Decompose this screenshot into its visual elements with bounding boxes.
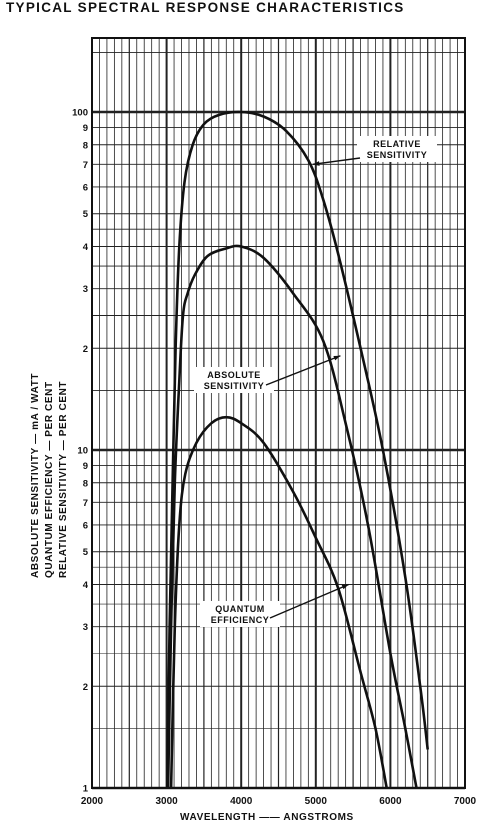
- x-tick-label: 2000: [81, 796, 104, 807]
- relative-sensitivity-curve: [166, 110, 429, 788]
- x-axis-label: WAVELENGTH —— ANGSTROMS: [180, 812, 354, 823]
- y-tick-label: 6: [83, 182, 88, 193]
- y-tick-label: 4: [83, 242, 89, 253]
- quantum-efficiency-curve: [169, 415, 388, 788]
- relative-sensitivity-label-leader: [312, 157, 361, 166]
- x-tick-label: 4000: [230, 796, 253, 807]
- y-tick-label: 9: [83, 123, 88, 134]
- y-tick-label: 1: [83, 784, 89, 795]
- relative-sensitivity-label-line: SENSITIVITY: [367, 150, 428, 160]
- plot-frame: [91, 37, 466, 789]
- y-tick-label: 4: [83, 580, 89, 591]
- y-tick-label: 7: [83, 498, 88, 509]
- x-tick-label: 5000: [305, 796, 328, 807]
- relative-sensitivity-label-line: RELATIVE: [373, 139, 421, 149]
- absolute-sensitivity-label-background: [194, 367, 274, 393]
- relative-sensitivity-label-arrowhead: [312, 161, 320, 166]
- x-tick-label: 6000: [379, 796, 402, 807]
- y-tick-label: 6: [83, 520, 88, 531]
- relative-sensitivity-label-background: [357, 136, 437, 162]
- y-tick-label: 2: [83, 682, 88, 693]
- quantum-efficiency-label-line: QUANTUM: [215, 604, 265, 614]
- y-tick-label: 3: [83, 284, 88, 295]
- x-tick-label: 7000: [454, 796, 477, 807]
- quantum-efficiency-label-arrowhead: [341, 584, 349, 590]
- y-tick-label: 8: [83, 478, 88, 489]
- quantum-efficiency-label-line: EFFICIENCY: [211, 615, 270, 625]
- quantum-efficiency-label-background: [200, 601, 280, 627]
- y-tick-label: 3: [83, 622, 88, 633]
- y-tick-label: 2: [83, 344, 88, 355]
- y-tick-label: 100: [72, 108, 88, 119]
- absolute-sensitivity-label-arrowhead: [333, 355, 341, 361]
- chart-title: TYPICAL SPECTRAL RESPONSE CHARACTERISTIC…: [6, 0, 405, 15]
- absolute-sensitivity-label-leader: [265, 355, 341, 386]
- absolute-sensitivity-label-line: SENSITIVITY: [204, 381, 265, 391]
- y-tick-label: 9: [83, 461, 88, 472]
- x-tick-label: 3000: [155, 796, 178, 807]
- absolute-sensitivity-label-line: ABSOLUTE: [207, 370, 261, 380]
- y-tick-label: 5: [83, 547, 89, 558]
- quantum-efficiency-label-leader: [269, 583, 349, 619]
- absolute-sensitivity-curve: [166, 244, 418, 788]
- y-tick-label: 5: [83, 209, 89, 220]
- y-tick-label: 8: [83, 140, 88, 151]
- y-tick-label: 10: [77, 446, 88, 457]
- y-tick-label: 7: [83, 160, 88, 171]
